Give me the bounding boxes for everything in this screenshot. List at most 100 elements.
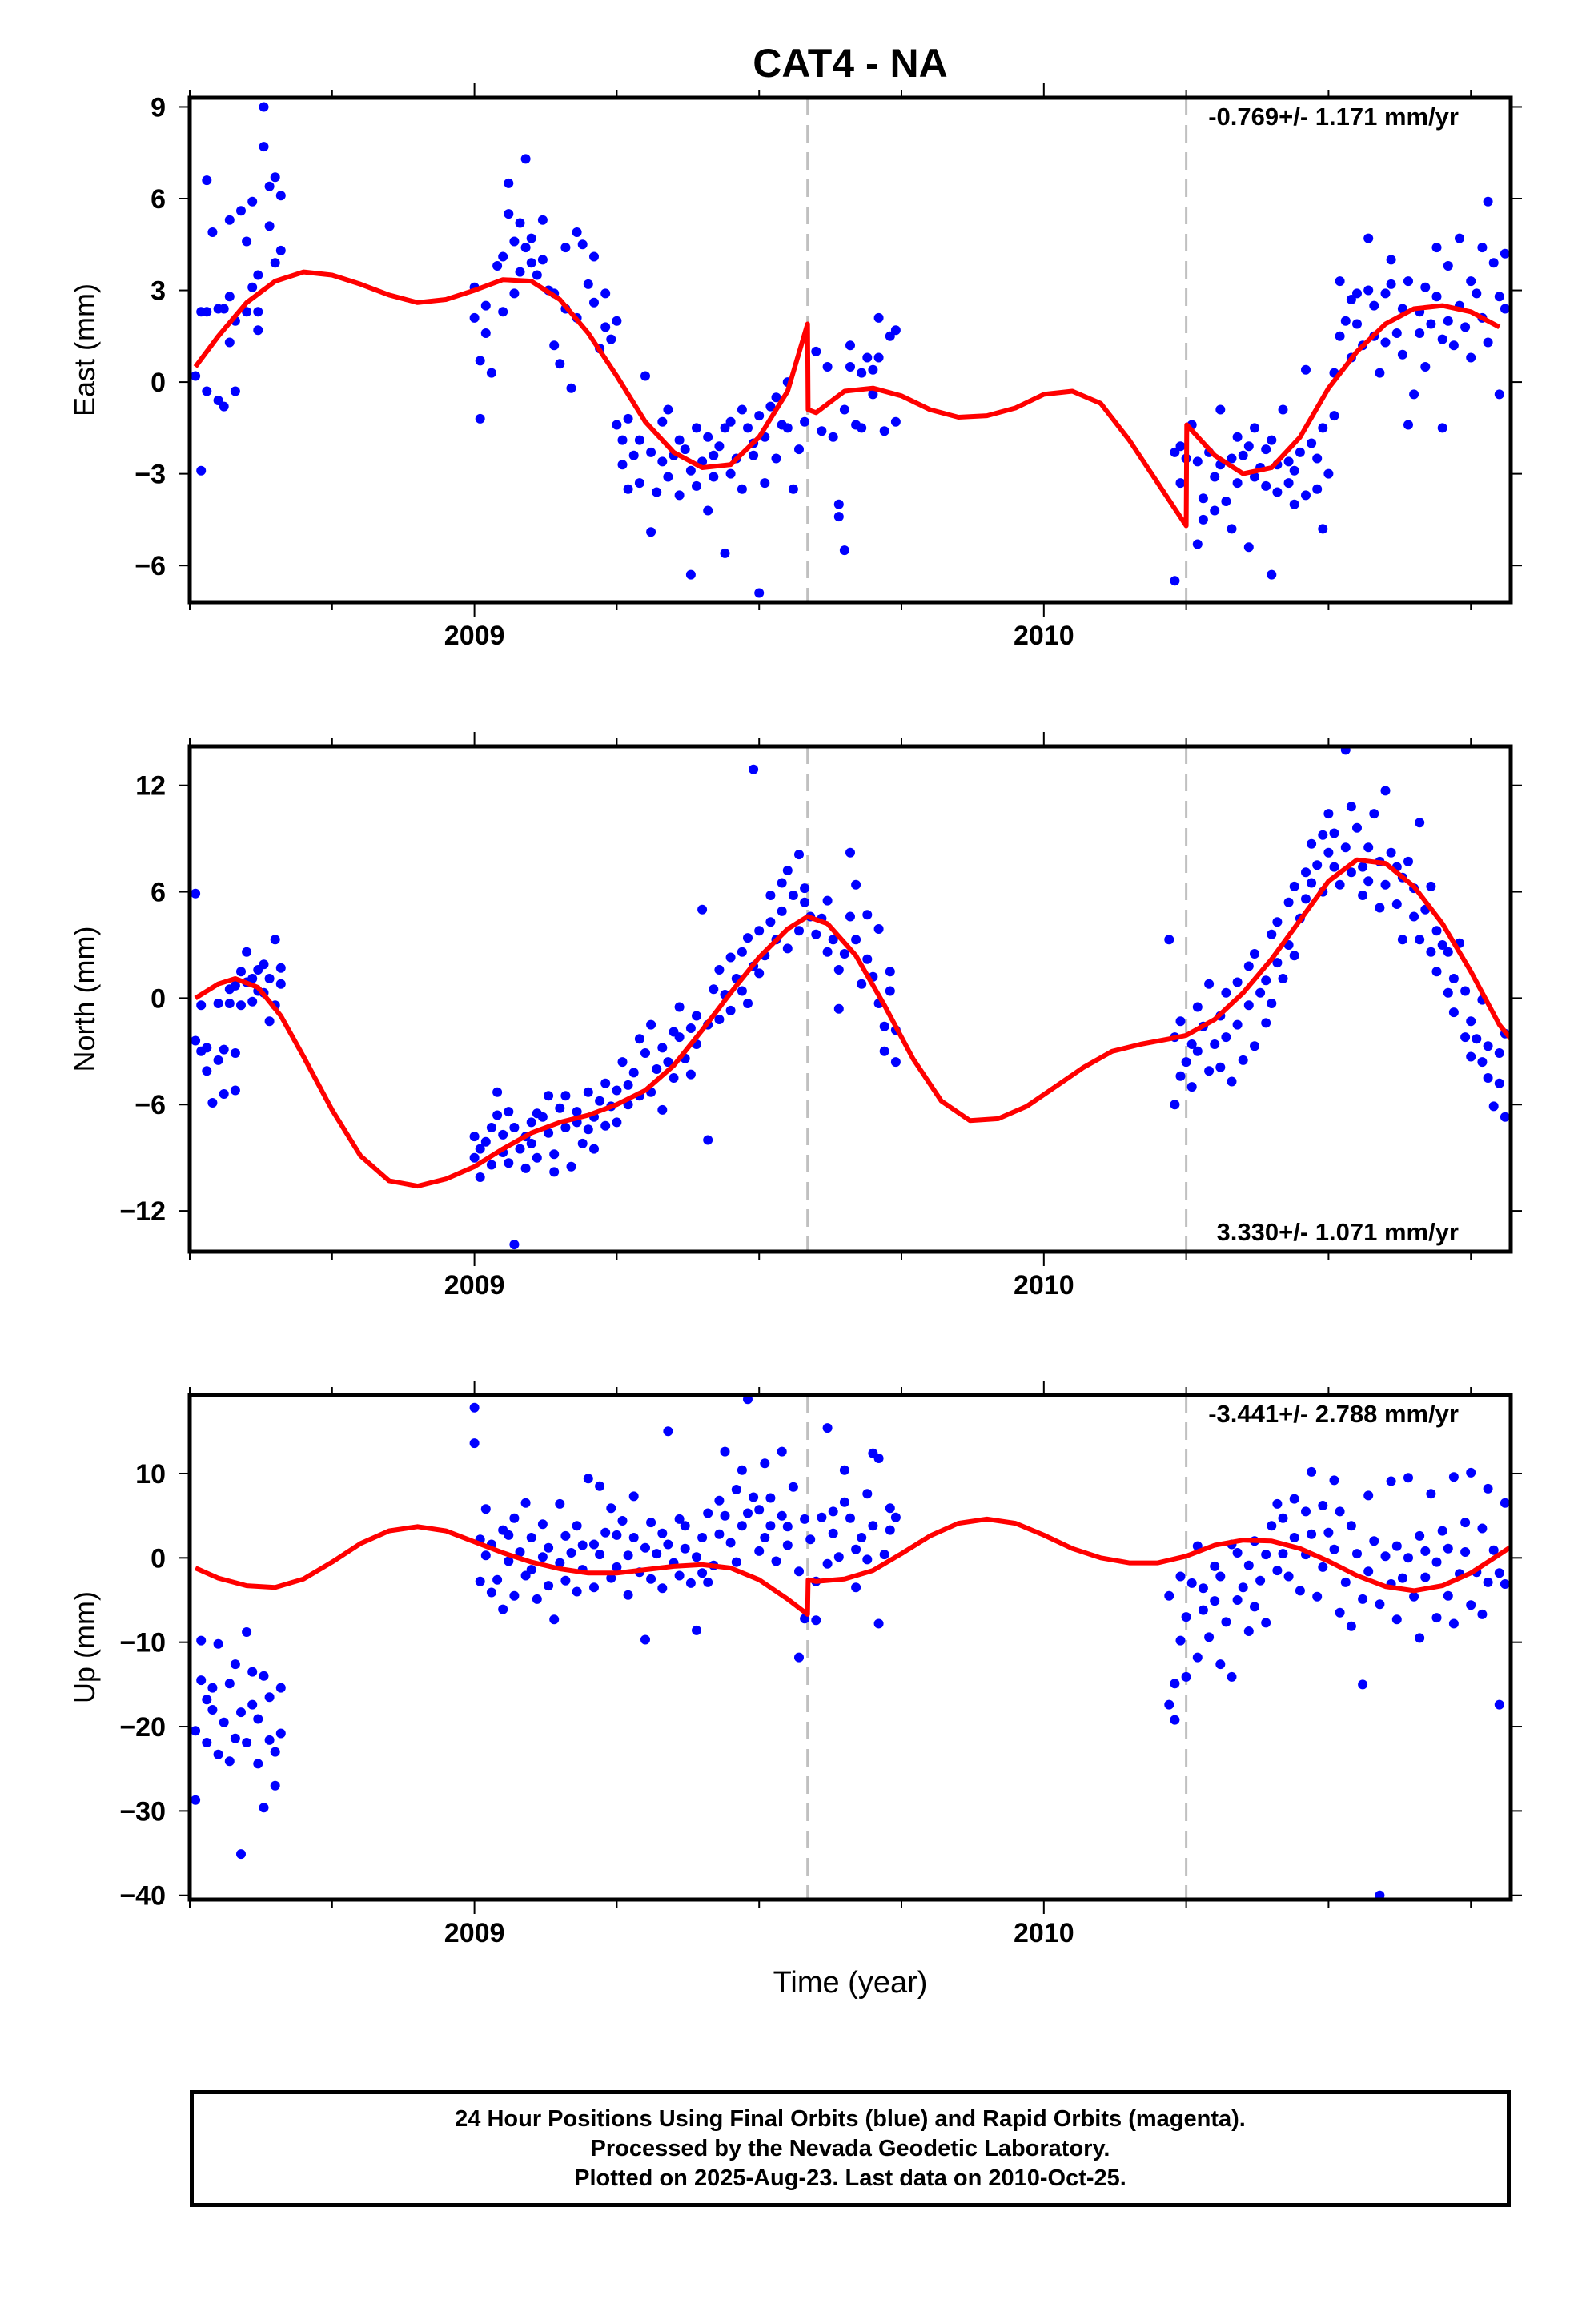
data-point [782, 423, 793, 433]
data-point [1318, 1501, 1328, 1510]
data-point [1403, 276, 1413, 287]
data-point [480, 300, 491, 311]
data-point [1318, 1562, 1328, 1572]
data-point [1409, 1591, 1419, 1602]
data-point [828, 935, 838, 945]
data-point [537, 1552, 548, 1562]
data-point [1415, 328, 1425, 338]
data-point [1323, 468, 1334, 479]
data-point [207, 1705, 218, 1715]
data-point [862, 352, 873, 363]
data-point [709, 450, 719, 460]
data-point [833, 1003, 844, 1014]
data-point [1243, 441, 1254, 452]
data-point [879, 1550, 889, 1560]
data-point [606, 1573, 616, 1583]
data-point [520, 243, 531, 253]
footer-line-orbits: 24 Hour Positions Using Final Orbits (bl… [455, 2105, 1246, 2132]
data-point [577, 1540, 588, 1550]
data-point [475, 356, 485, 366]
data-point [1335, 276, 1345, 287]
data-point [657, 1043, 668, 1053]
x-axis-label: Time (year) [773, 1966, 928, 2000]
data-point [230, 386, 240, 396]
model-curve [194, 1516, 1512, 1617]
data-point [1250, 472, 1259, 482]
data-point [259, 1803, 269, 1813]
data-point [1352, 822, 1362, 833]
data-point [213, 1749, 223, 1759]
data-point [1477, 243, 1488, 253]
data-point [777, 1446, 787, 1457]
data-point [544, 1581, 554, 1591]
data-point [725, 468, 736, 479]
data-point [1426, 1489, 1436, 1499]
data-point [765, 1493, 776, 1503]
data-point [1215, 1062, 1226, 1072]
data-point [663, 1057, 673, 1068]
data-point [1431, 1613, 1442, 1623]
data-point [1175, 1635, 1186, 1646]
data-point [811, 929, 821, 939]
data-point [822, 895, 833, 906]
data-point [879, 426, 889, 436]
y-tick-label: 0 [151, 983, 166, 1014]
data-point [1483, 196, 1493, 207]
data-point [1289, 951, 1299, 961]
data-point [566, 1161, 576, 1172]
data-point [1358, 862, 1368, 872]
data-point [1215, 1571, 1226, 1582]
data-point [1363, 233, 1374, 243]
data-point [612, 1117, 622, 1128]
data-point [207, 1098, 218, 1108]
data-point [652, 1064, 662, 1074]
data-point [1170, 447, 1180, 457]
data-point [714, 1495, 725, 1506]
data-point [1375, 1599, 1385, 1610]
chart-title: CAT4 - NA [753, 41, 948, 86]
data-point [794, 926, 804, 936]
data-point [862, 1489, 873, 1499]
data-point [469, 1152, 480, 1163]
data-point [749, 764, 759, 774]
data-point [720, 423, 730, 433]
data-point [1232, 1019, 1243, 1030]
data-point [492, 1574, 503, 1585]
data-point [526, 258, 536, 268]
data-point [1403, 420, 1413, 430]
data-point [1301, 490, 1311, 501]
data-point [191, 888, 201, 899]
data-point [270, 1780, 280, 1791]
data-point [275, 1683, 286, 1693]
data-point [788, 484, 798, 494]
data-point [1340, 842, 1351, 853]
data-point [617, 1057, 628, 1068]
data-point [669, 1073, 679, 1083]
data-point [1175, 441, 1186, 452]
data-point [1340, 316, 1351, 326]
data-point [515, 1144, 525, 1154]
data-point [743, 1508, 753, 1518]
data-point [663, 1426, 673, 1437]
data-point [640, 1634, 650, 1645]
data-point [1477, 1523, 1488, 1534]
data-point [674, 1032, 685, 1043]
data-point [725, 952, 736, 963]
data-point [1420, 282, 1431, 292]
data-point [646, 1518, 656, 1528]
data-point [1261, 1018, 1271, 1028]
data-point [737, 986, 747, 996]
data-point [685, 569, 696, 580]
velocity-label-up: -3.441+/- 2.788 mm/yr [1208, 1400, 1459, 1428]
data-point [202, 1695, 212, 1705]
data-point [1192, 1046, 1203, 1056]
data-point [259, 142, 269, 152]
data-point [1437, 423, 1447, 433]
data-point [1426, 319, 1436, 329]
data-point [777, 906, 787, 916]
data-point [236, 1849, 246, 1860]
data-point [560, 1091, 571, 1101]
data-point [1278, 1549, 1288, 1559]
data-point [714, 1015, 725, 1024]
